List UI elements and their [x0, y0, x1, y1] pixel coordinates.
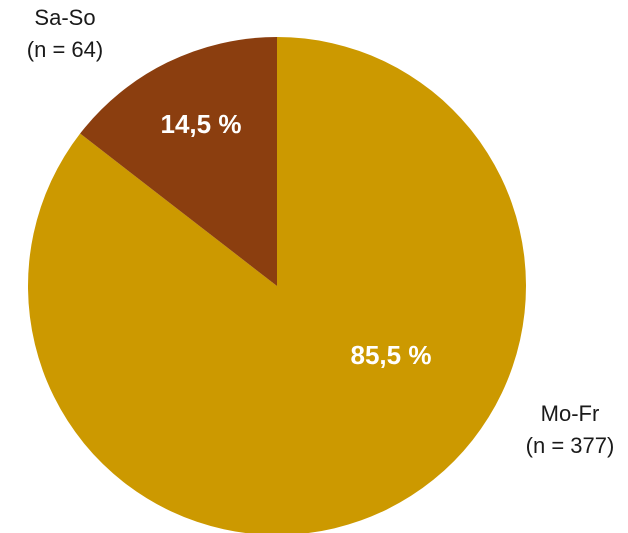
category-count-sa-so: (n = 64)	[26, 37, 104, 62]
category-name-sa-so: Sa-So	[34, 5, 96, 30]
category-count-mo-fr: (n = 377)	[525, 433, 615, 458]
pie-slice-sa-so	[80, 37, 277, 286]
category-label-mo-fr: Mo-Fr (n = 377)	[512, 398, 628, 462]
category-name-mo-fr: Mo-Fr	[540, 401, 600, 426]
category-label-sa-so: Sa-So (n = 64)	[0, 2, 130, 66]
data-label-sa-so: 14,5 %	[161, 109, 242, 139]
data-label-mo-fr: 85,5 %	[351, 340, 432, 370]
pie-slice-mo-fr	[28, 37, 526, 533]
